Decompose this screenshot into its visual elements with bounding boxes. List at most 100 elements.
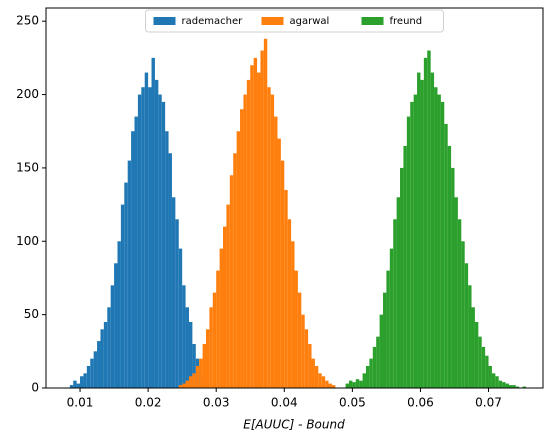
bar	[267, 87, 271, 389]
legend-swatch	[361, 17, 384, 25]
bar	[182, 285, 186, 388]
bar	[83, 373, 87, 388]
legend-label: rademacher	[182, 16, 244, 27]
bar	[451, 167, 455, 388]
x-tick-label: 0.06	[407, 396, 434, 410]
bar	[117, 241, 121, 388]
bar	[236, 131, 241, 389]
legend-label: agarwal	[290, 16, 330, 27]
bar	[491, 373, 496, 388]
bar	[270, 94, 275, 388]
bar	[440, 101, 445, 389]
bar	[352, 382, 356, 388]
bar	[396, 197, 401, 388]
bar	[90, 358, 94, 388]
bar	[464, 263, 469, 388]
bar	[447, 145, 452, 388]
bar	[427, 50, 431, 388]
bar	[376, 336, 380, 388]
bar	[389, 248, 394, 388]
bar	[481, 346, 486, 388]
bar	[93, 351, 98, 388]
bar	[430, 72, 435, 389]
bar	[488, 365, 492, 388]
bar	[110, 285, 115, 388]
bar	[454, 197, 458, 388]
bar	[386, 270, 390, 388]
bar	[192, 373, 196, 388]
legend-swatch	[261, 17, 284, 25]
bar	[80, 376, 84, 388]
bar	[505, 383, 509, 388]
bar	[185, 307, 189, 388]
bar	[151, 57, 155, 389]
bar	[287, 219, 292, 388]
x-axis-label: E[AUUC] - Bound	[243, 418, 345, 432]
bar	[103, 321, 108, 388]
bar	[314, 365, 319, 388]
bar	[434, 87, 438, 389]
bar	[355, 379, 360, 388]
bar	[219, 248, 224, 388]
bar	[107, 307, 111, 388]
bar	[158, 94, 162, 388]
bar	[148, 87, 152, 389]
bar	[474, 321, 479, 388]
bar	[100, 329, 104, 388]
bar	[171, 197, 176, 388]
bar	[141, 87, 145, 389]
bar	[253, 57, 258, 389]
bar	[515, 386, 520, 388]
bar	[471, 307, 475, 388]
bar	[311, 358, 315, 388]
bar	[229, 175, 234, 388]
bar	[263, 38, 268, 388]
bar	[468, 285, 472, 388]
legend-label: freund	[390, 16, 423, 27]
bar	[379, 314, 384, 388]
bar	[76, 383, 81, 388]
bar	[461, 241, 465, 388]
bar	[260, 50, 264, 388]
y-tick-label: 50	[24, 307, 39, 321]
bar	[403, 145, 407, 388]
bar	[212, 292, 217, 388]
bar	[328, 383, 332, 388]
bar	[195, 365, 200, 388]
bar	[280, 160, 285, 388]
bar	[250, 65, 254, 388]
x-tick-label: 0.05	[339, 396, 366, 410]
bar	[413, 94, 418, 388]
bar	[485, 355, 489, 388]
bar	[417, 72, 421, 389]
bar	[512, 385, 516, 388]
bar	[209, 307, 213, 388]
bar	[202, 343, 206, 388]
bar	[406, 116, 411, 389]
x-tick-label: 0.02	[135, 396, 162, 410]
bar	[137, 94, 142, 388]
bar	[502, 382, 506, 388]
bar	[410, 101, 414, 389]
bar	[359, 380, 363, 388]
bar	[478, 336, 482, 388]
bar	[124, 182, 128, 388]
y-tick-label: 100	[16, 234, 39, 248]
bar	[73, 380, 77, 388]
bar	[362, 373, 366, 388]
y-tick-label: 150	[16, 160, 39, 174]
bar	[182, 383, 186, 388]
bar	[321, 376, 326, 388]
bar	[161, 101, 166, 389]
bar	[393, 219, 397, 388]
bar	[457, 219, 462, 388]
bar	[508, 385, 513, 388]
bar	[400, 167, 404, 388]
x-tick-label: 0.04	[271, 396, 298, 410]
bar	[365, 365, 370, 388]
bar	[437, 94, 441, 388]
bar	[205, 329, 210, 388]
bar	[318, 373, 322, 388]
x-tick-label: 0.01	[67, 396, 94, 410]
